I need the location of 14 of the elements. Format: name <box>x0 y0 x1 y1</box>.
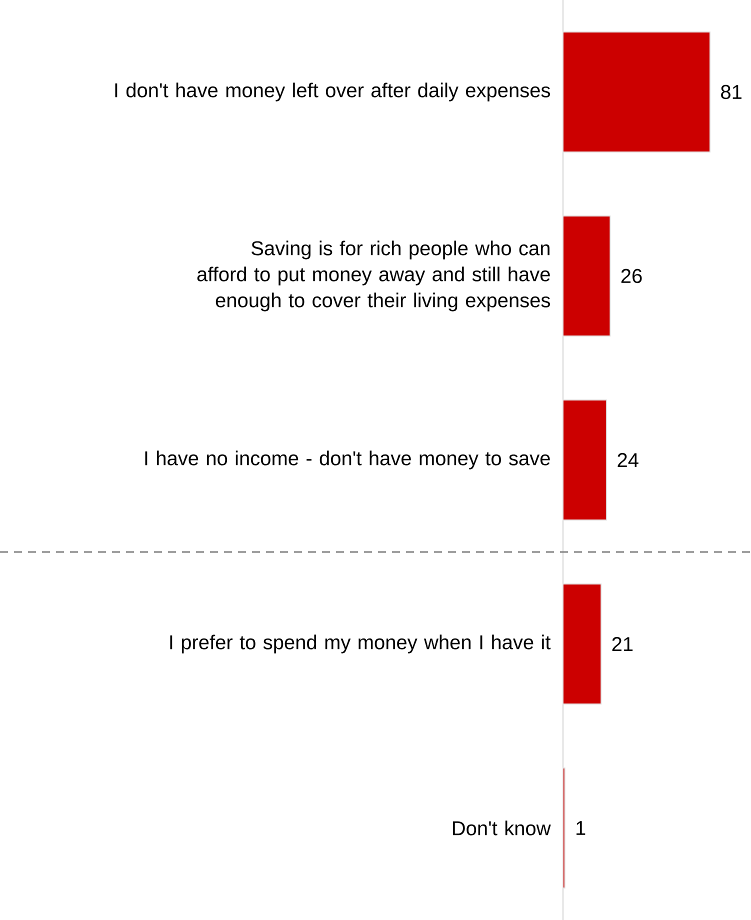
y-tick-label: Saving is for rich people who can afford to put money away and still have enough to cover their living expenses <box>197 240 550 312</box>
bar <box>562 584 602 705</box>
bar <box>562 32 710 153</box>
bar <box>562 216 611 337</box>
data-label: 26 <box>621 268 642 284</box>
y-tick-label: I have no income - don't have money to save <box>145 450 550 470</box>
bar <box>562 400 608 521</box>
data-label: 81 <box>721 84 742 100</box>
data-label: 1 <box>576 821 586 835</box>
y-tick-label: I don't have money left over after daily expenses <box>115 82 550 102</box>
data-label: 24 <box>618 453 638 467</box>
y-tick-label: Don't know <box>453 820 551 836</box>
y-tick-label: I prefer to spend my money when I have it <box>170 634 551 654</box>
data-label: 21 <box>612 637 633 651</box>
